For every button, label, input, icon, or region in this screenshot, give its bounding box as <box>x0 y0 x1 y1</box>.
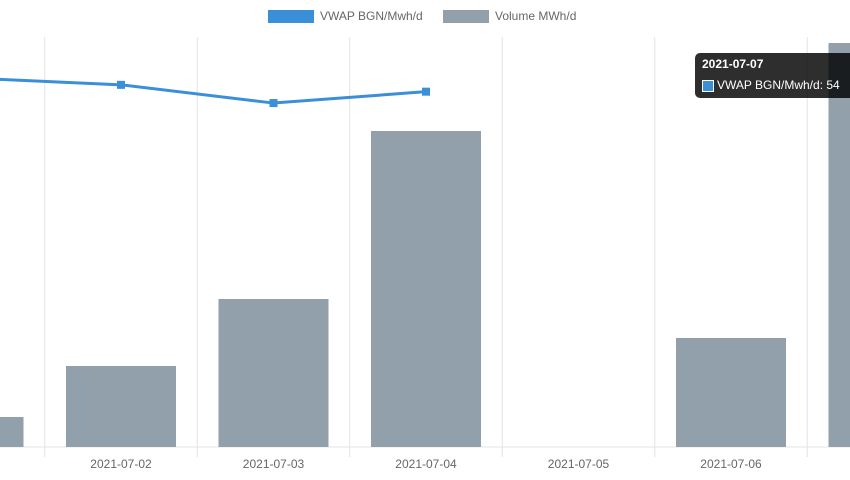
bar <box>676 338 786 447</box>
tooltip-title: 2021-07-07 <box>702 57 764 71</box>
line <box>0 77 427 105</box>
tooltip: 2021-07-07 VWAP BGN/Mwh/d: 54 <box>695 53 850 98</box>
line-point <box>269 99 278 108</box>
x-tick-label: 2021-07-05 <box>548 457 610 471</box>
legend: VWAP BGN/Mwh/d Volume MWh/d <box>268 9 576 23</box>
bar <box>0 417 24 447</box>
x-tick-label: 2021-07-03 <box>243 457 305 471</box>
x-tick-label: 2021-07-02 <box>90 457 152 471</box>
plot-area: 2021-07-02 2021-07-03 2021-07-04 2021-07-05… <box>0 37 850 471</box>
tooltip-box <box>695 53 850 98</box>
bar <box>828 43 850 447</box>
x-tick-label: 2021-07-04 <box>395 457 457 471</box>
legend-swatch <box>443 10 489 23</box>
x-tick-label: 2021-07-06 <box>700 457 762 471</box>
bar <box>371 131 481 447</box>
line-point <box>117 80 125 89</box>
legend-label: VWAP BGN/Mwh/d <box>320 9 423 23</box>
bar <box>66 366 176 447</box>
line-point <box>422 87 430 96</box>
legend-swatch <box>268 10 314 23</box>
tooltip-swatch <box>702 80 714 92</box>
bar <box>218 299 329 447</box>
tooltip-text: VWAP BGN/Mwh/d: 54 <box>717 78 840 92</box>
legend-label: Volume MWh/d <box>495 9 576 23</box>
